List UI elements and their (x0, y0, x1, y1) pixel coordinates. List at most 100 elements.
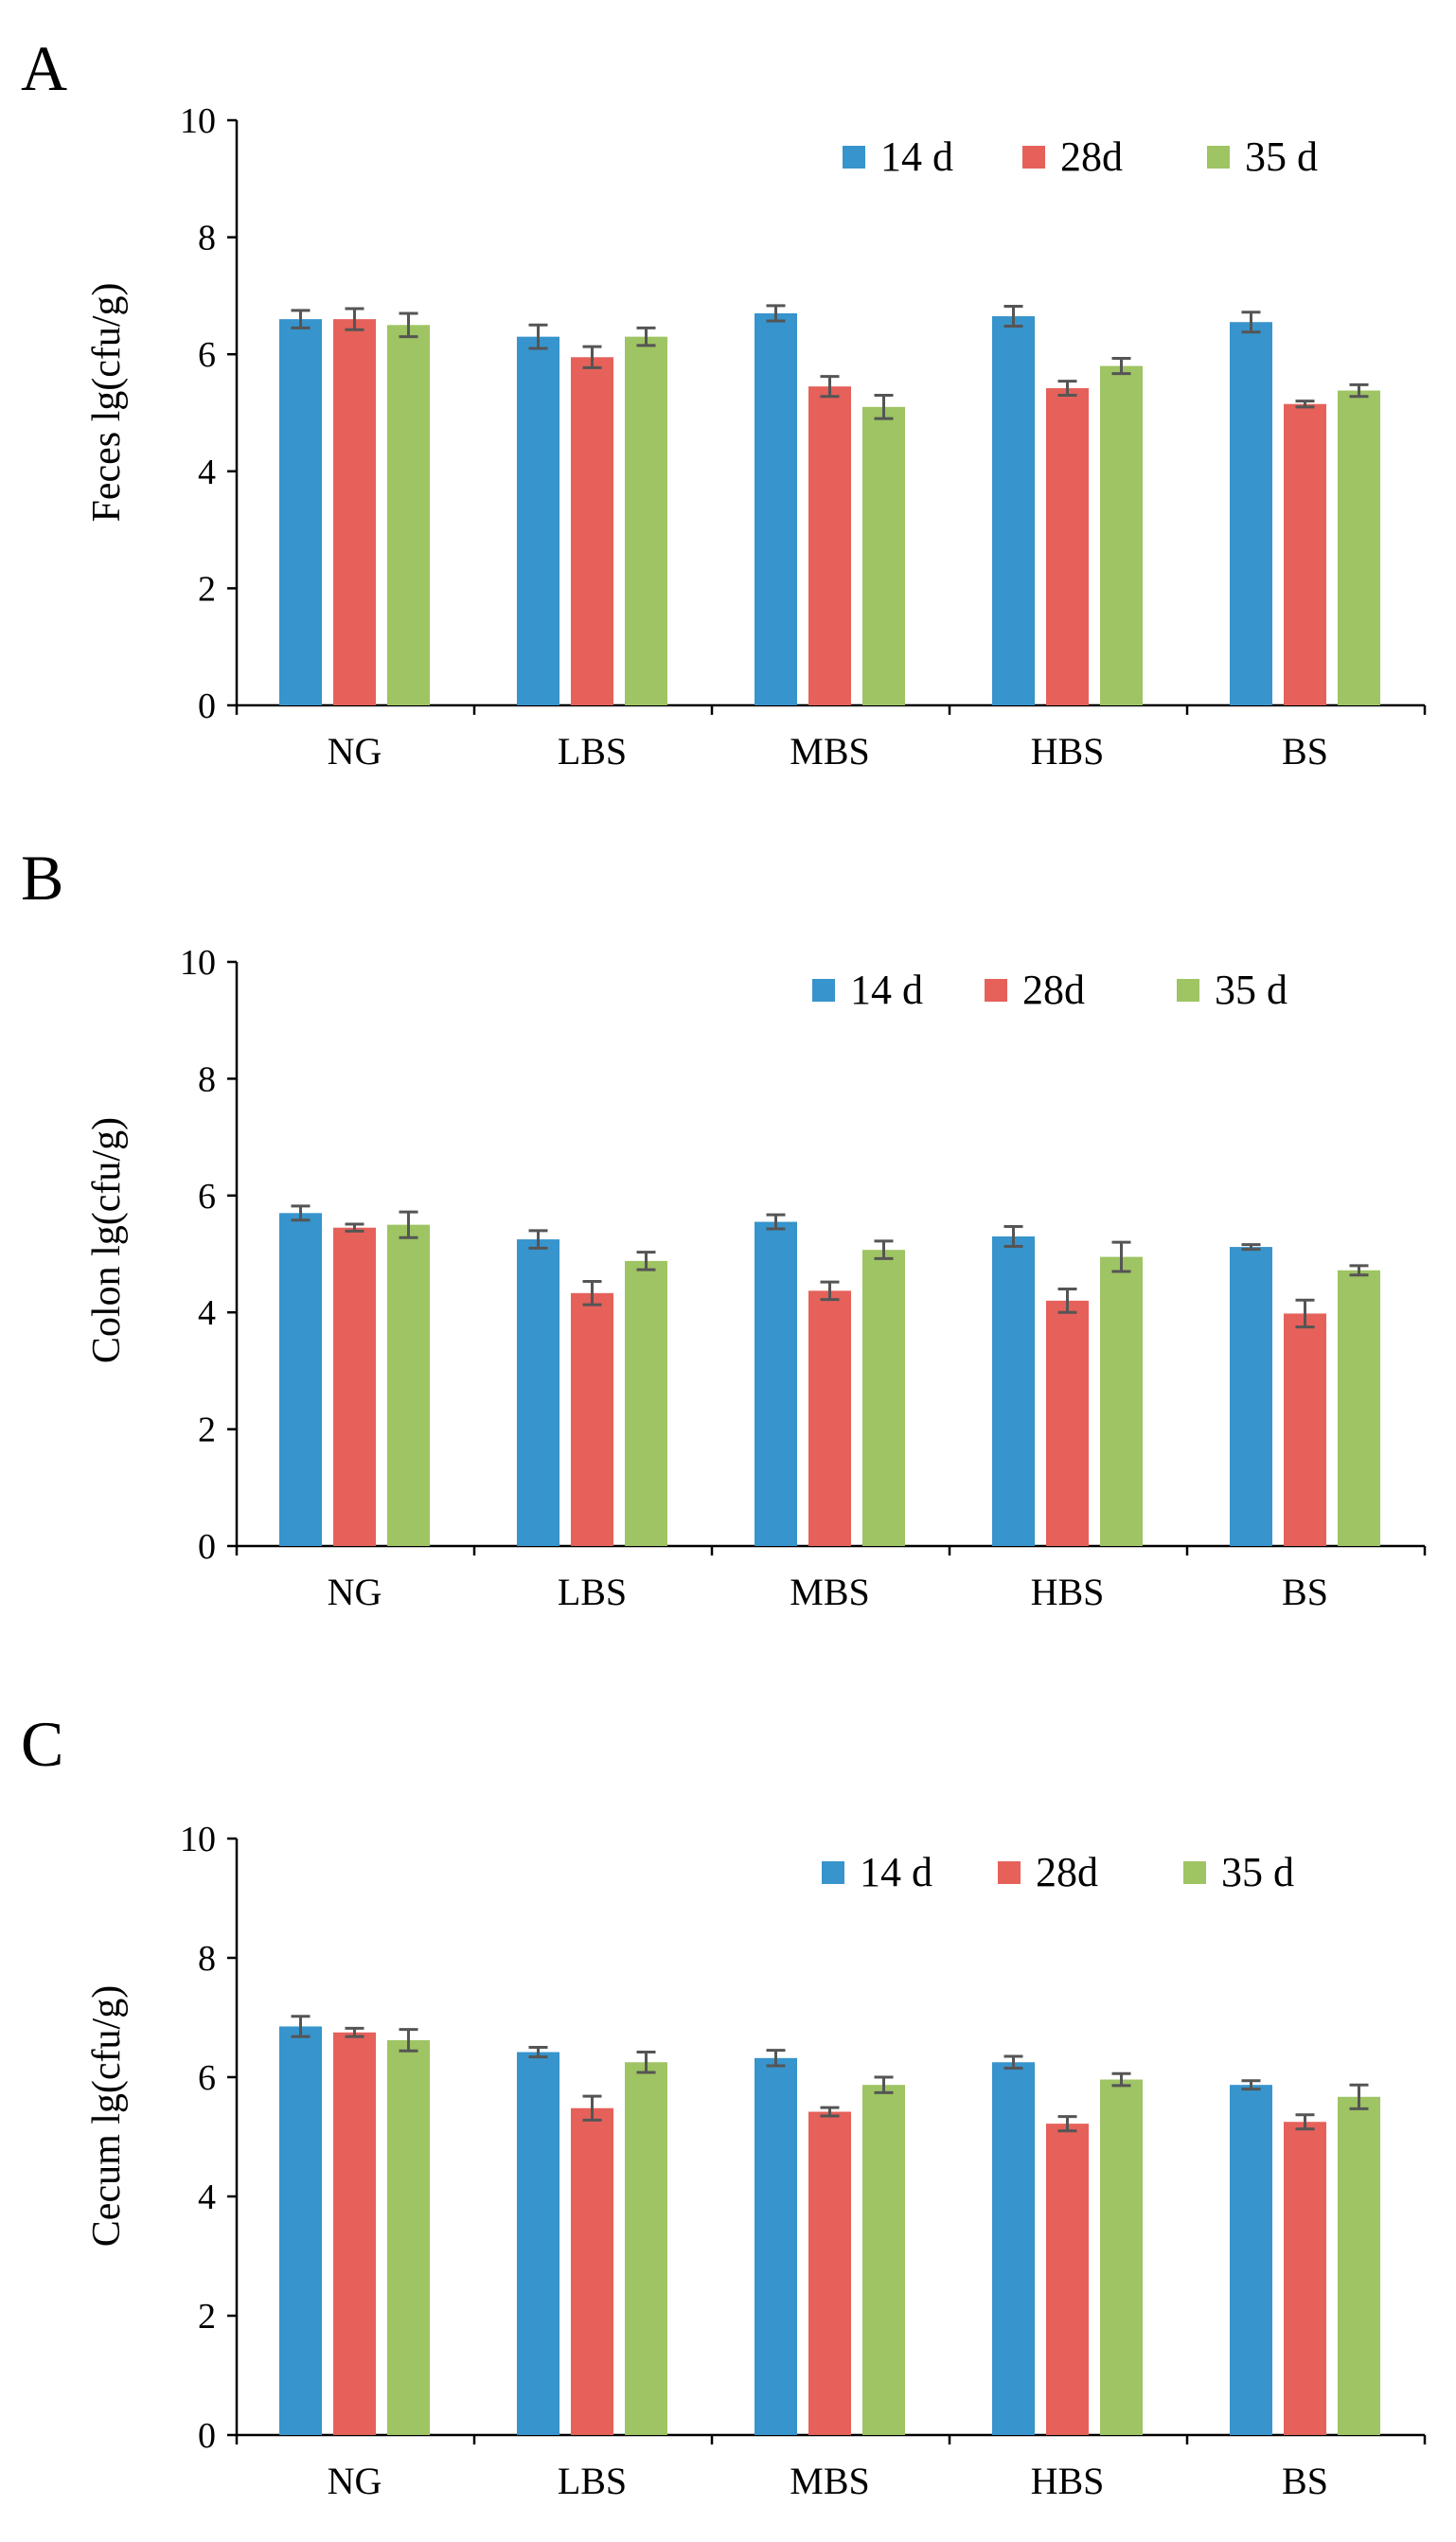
bar (333, 1227, 376, 1546)
y-tick-label: 2 (198, 1411, 216, 1450)
x-category-label: NG (328, 2460, 382, 2502)
bar (333, 2032, 376, 2435)
bar (755, 312, 797, 705)
legend-label: 28d (1022, 967, 1085, 1013)
bar (1284, 2122, 1326, 2435)
error-bar (399, 2028, 418, 2053)
x-category-label: HBS (1031, 730, 1105, 773)
error-bar (874, 393, 894, 420)
y-tick-label: 0 (198, 2416, 216, 2456)
error-bar (1241, 1243, 1261, 1252)
y-tick-label: 0 (198, 686, 216, 726)
bar (1284, 1313, 1326, 1546)
bar (1284, 403, 1326, 705)
bar (808, 2111, 851, 2435)
error-bar (1349, 2083, 1369, 2110)
y-axis-label: Cecum lg(cfu/g) (85, 1985, 129, 2247)
error-bar (1003, 305, 1023, 329)
error-bar (636, 326, 656, 347)
bar (1338, 1270, 1380, 1546)
error-bar (345, 1222, 364, 1233)
bar (992, 2062, 1035, 2435)
bar (808, 1290, 851, 1546)
error-bar (291, 1204, 311, 1222)
error-bar (820, 375, 840, 399)
bar (862, 1250, 905, 1546)
bar (1100, 365, 1143, 705)
legend-swatch (822, 1861, 844, 1884)
legend-label: 14 d (860, 1849, 932, 1895)
bar (387, 1224, 430, 1546)
plot-area: 0 2 4 6 8 10 NG LBS MBS HBS BS 14 d 28d 35 d (180, 1820, 1427, 2502)
x-category-label: LBS (558, 2460, 627, 2502)
x-category-label: LBS (558, 730, 627, 773)
error-bar (874, 1239, 894, 1260)
bar (992, 316, 1035, 705)
bar (517, 336, 559, 705)
bar (755, 1221, 797, 1546)
error-bar (582, 345, 602, 369)
error-bar (766, 1213, 786, 1231)
bar (1230, 1247, 1272, 1546)
error-bar (528, 1229, 548, 1250)
y-tick-label: 10 (180, 1820, 216, 1859)
legend-swatch (1177, 979, 1199, 1002)
y-axis-label: Feces lg(cfu/g) (85, 282, 129, 522)
error-bar (1295, 1298, 1315, 1329)
bar (808, 386, 851, 705)
error-bar (399, 311, 418, 339)
error-bar (1349, 382, 1369, 399)
x-category-label: BS (1282, 1571, 1328, 1613)
legend-label: 14 d (850, 967, 923, 1013)
error-bar (1003, 2054, 1023, 2071)
y-tick-label: 6 (198, 1177, 216, 1217)
error-bar (1111, 357, 1131, 376)
x-category-label: MBS (790, 1571, 870, 1613)
bar (571, 1292, 613, 1546)
bar (1338, 2096, 1380, 2435)
bar (279, 2026, 322, 2435)
error-bar (1057, 380, 1077, 397)
legend-swatch (1207, 146, 1230, 169)
bar (517, 1239, 559, 1546)
error-bar (1111, 1240, 1131, 1273)
error-bar (291, 309, 311, 329)
legend-label: 35 d (1221, 1849, 1294, 1895)
bar (1338, 390, 1380, 705)
error-bar (766, 2049, 786, 2068)
bar (387, 325, 430, 705)
y-tick-label: 10 (180, 943, 216, 983)
error-bar (345, 307, 364, 331)
error-bar (874, 2075, 894, 2094)
legend-label: 14 d (880, 133, 953, 180)
error-bar (820, 2106, 840, 2118)
error-bar (1349, 1264, 1369, 1277)
panel-label: A (21, 32, 67, 104)
x-category-label: HBS (1031, 1571, 1105, 1613)
y-axis-label: Colon lg(cfu/g) (85, 1117, 129, 1363)
legend-swatch (1022, 146, 1045, 169)
error-bar (636, 2051, 656, 2074)
bar (571, 2107, 613, 2435)
bar (387, 2039, 430, 2435)
y-tick-label: 6 (198, 335, 216, 375)
bar (1046, 388, 1089, 705)
bar (279, 319, 322, 705)
error-bar (1057, 1288, 1077, 1314)
panel-label: C (21, 1708, 63, 1780)
error-bar (1241, 311, 1261, 334)
bar (862, 2085, 905, 2435)
bar (625, 1260, 667, 1546)
panel-c: C Cecum lg(cfu/g) 0 2 4 6 8 10 NG LBS MBS HBS BS 14… (21, 1708, 1427, 2502)
bar (1100, 1256, 1143, 1546)
legend-swatch (812, 979, 835, 1002)
legend-label: 28d (1060, 133, 1123, 180)
legend-label: 35 d (1245, 133, 1318, 180)
error-bar (1003, 1225, 1023, 1248)
x-category-label: BS (1282, 730, 1328, 773)
x-category-label: MBS (790, 730, 870, 773)
bar (1100, 2079, 1143, 2435)
error-bar (1057, 2115, 1077, 2133)
legend-swatch (1183, 1861, 1206, 1884)
y-tick-label: 8 (198, 1059, 216, 1099)
